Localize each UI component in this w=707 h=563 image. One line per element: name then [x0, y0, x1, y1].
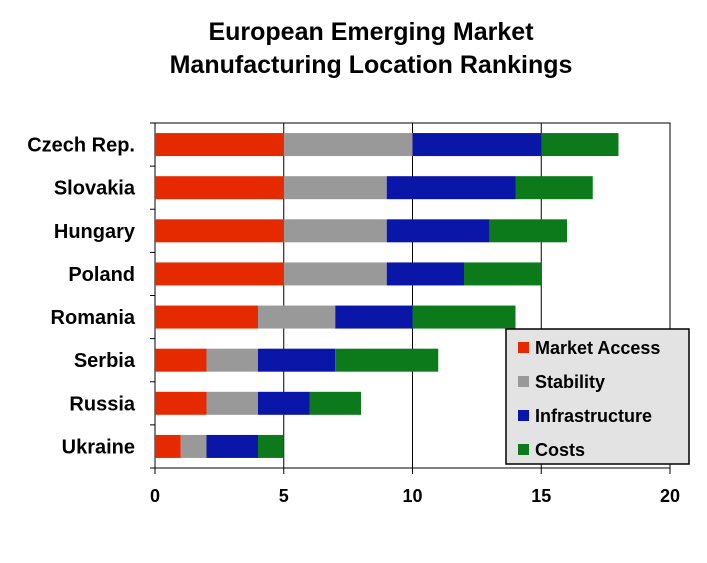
bar-segment: [258, 305, 336, 329]
legend-swatch: [518, 410, 529, 421]
value-tick-label: 20: [660, 486, 680, 506]
bar-segment: [180, 434, 207, 458]
bar-segment: [283, 133, 413, 157]
bar-segment: [386, 176, 516, 200]
bar-segment: [489, 219, 567, 243]
bar-segment: [155, 262, 284, 286]
bar-segment: [155, 348, 207, 372]
bar-segment: [464, 262, 542, 286]
category-label: Romania: [51, 307, 136, 329]
category-label: Slovakia: [54, 178, 136, 200]
legend-swatch: [518, 342, 529, 353]
category-label: Ukraine: [62, 436, 135, 458]
bar-segment: [155, 305, 258, 329]
category-label: Serbia: [74, 350, 136, 372]
value-tick-label: 10: [402, 486, 422, 506]
bar-segment: [155, 434, 181, 458]
bar-segment: [155, 219, 284, 243]
bar-segment: [155, 391, 207, 415]
bar-segment: [283, 262, 387, 286]
category-label: Czech Rep.: [27, 135, 135, 157]
chart-title-line-2: Manufacturing Location Rankings: [170, 51, 573, 79]
category-label: Poland: [68, 264, 135, 286]
category-axis: Czech Rep. Slovakia Hungary Poland Romania Se…: [27, 122, 155, 469]
legend-swatch: [518, 376, 529, 387]
bar-segment: [335, 348, 439, 372]
legend-label: Stability: [535, 372, 605, 392]
chart-title-line-1: European Emerging Market: [208, 18, 534, 46]
legend-label: Infrastructure: [535, 406, 652, 426]
bar-segment: [258, 348, 336, 372]
bar-segment: [335, 305, 413, 329]
bar-segment: [283, 176, 387, 200]
bar-segment: [412, 133, 542, 157]
bars: [155, 133, 619, 458]
value-tick-label: 5: [279, 486, 289, 506]
bar-segment: [206, 434, 258, 458]
value-tick-label: 15: [531, 486, 551, 506]
bar-segment: [386, 262, 464, 286]
bar-segment: [258, 434, 284, 458]
value-axis: 0 5 10 15 20: [150, 468, 680, 506]
legend-label: Market Access: [535, 338, 660, 358]
bar-segment: [412, 305, 516, 329]
category-label: Russia: [69, 393, 135, 415]
value-tick-label: 0: [150, 486, 160, 506]
bar-segment: [258, 391, 310, 415]
bar-segment: [155, 176, 284, 200]
bar-segment: [206, 391, 258, 415]
bar-segment: [386, 219, 490, 243]
bar-segment: [541, 133, 619, 157]
bar-segment: [283, 219, 387, 243]
legend-swatch: [518, 444, 529, 455]
bar-segment: [206, 348, 258, 372]
bar-segment: [155, 133, 284, 157]
category-label: Hungary: [54, 221, 136, 243]
legend: Market Access Stability Infrastructure Cost…: [505, 328, 690, 465]
legend-box: [505, 328, 690, 465]
legend-label: Costs: [535, 440, 585, 460]
bar-segment: [309, 391, 361, 415]
bar-segment: [515, 176, 593, 200]
